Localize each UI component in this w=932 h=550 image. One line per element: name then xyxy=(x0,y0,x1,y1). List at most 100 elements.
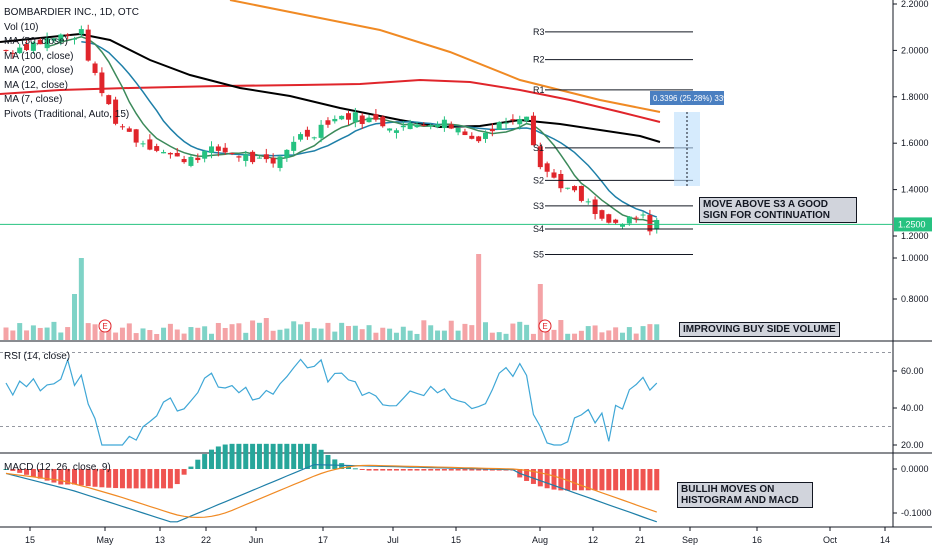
candle-body xyxy=(106,95,112,105)
volume-bar xyxy=(37,327,43,340)
candle-body xyxy=(407,122,413,130)
volume-bar xyxy=(558,320,564,340)
pivot-label-S1: S1 xyxy=(533,143,544,153)
candle-body xyxy=(99,72,105,94)
earnings-marker-icon xyxy=(538,319,552,333)
volume-bar xyxy=(441,330,447,340)
macd-histogram-bar xyxy=(393,469,399,471)
price-tick-label: 2.2000 xyxy=(901,0,929,9)
volume-bar xyxy=(517,321,523,340)
macd-histogram-bar xyxy=(606,469,612,491)
candle-body xyxy=(209,146,214,153)
macd-histogram-bar xyxy=(332,459,338,469)
candle-body xyxy=(530,115,536,146)
candle-body xyxy=(140,143,146,145)
legend-pivots: Pivots (Traditional, Auto, 15) xyxy=(4,108,130,120)
candle-body xyxy=(380,116,386,127)
macd-histogram-bar xyxy=(44,469,50,481)
volume-bar xyxy=(106,323,112,340)
time-tick-label: Oct xyxy=(823,535,838,545)
volume-bar xyxy=(476,254,482,340)
volume-bar xyxy=(277,329,283,340)
candle-body xyxy=(510,119,516,121)
candle-body xyxy=(188,156,194,166)
macd-line xyxy=(5,463,657,523)
candle-body xyxy=(44,38,50,49)
volume-bar xyxy=(496,332,502,340)
macd-histogram-bar xyxy=(99,469,105,488)
candle-body xyxy=(119,126,125,128)
macd-histogram-bar xyxy=(270,443,276,469)
volume-bar xyxy=(393,332,399,340)
candle-body xyxy=(359,115,365,124)
macd-histogram-bar xyxy=(414,469,420,471)
candle-body xyxy=(318,124,324,138)
candle-body xyxy=(585,201,591,203)
volume-bar xyxy=(256,322,262,340)
macd-histogram-bar xyxy=(133,469,139,489)
candle-body xyxy=(606,214,612,223)
volume-bar xyxy=(291,321,297,340)
legend-vol: Vol (10) xyxy=(4,21,39,33)
volume-bar xyxy=(236,323,242,340)
volume-bar xyxy=(585,326,591,340)
candle-body xyxy=(517,119,523,125)
volume-bar xyxy=(359,329,365,340)
macd-histogram-bar xyxy=(174,469,180,485)
ma12-line xyxy=(81,41,658,218)
volume-bar xyxy=(572,333,578,340)
macd-histogram-bar xyxy=(530,469,536,484)
volume-bar xyxy=(387,328,393,340)
volume-bar xyxy=(154,333,160,340)
volume-bar xyxy=(140,328,146,340)
candle-body xyxy=(469,135,475,139)
macd-histogram-bar xyxy=(209,449,214,469)
volume-bar xyxy=(298,324,304,340)
candle-body xyxy=(126,128,132,132)
candle-body xyxy=(647,215,653,232)
volume-bar xyxy=(243,332,249,340)
candle-body xyxy=(346,113,351,120)
candle-body xyxy=(304,129,310,137)
volume-bar xyxy=(10,330,16,340)
macd-histogram-bar xyxy=(613,469,619,491)
volume-bar xyxy=(284,328,290,340)
macd-histogram-bar xyxy=(85,469,91,487)
volume-bar xyxy=(222,327,228,340)
candle-body xyxy=(366,117,372,123)
volume-bar xyxy=(202,326,208,340)
current-price-tag xyxy=(894,217,932,232)
macd-histogram-bar xyxy=(30,469,36,477)
macd-histogram-bar xyxy=(565,469,571,491)
macd-histogram-bar xyxy=(585,469,591,491)
candle-body xyxy=(78,29,84,35)
volume-bar xyxy=(435,330,441,340)
current-price-label: 1.2500 xyxy=(898,219,926,229)
candle-body xyxy=(483,132,488,139)
volume-bar xyxy=(24,330,30,340)
macd-histogram-bar xyxy=(311,443,317,469)
candle-body xyxy=(291,141,297,151)
macd-histogram-bar xyxy=(140,469,146,489)
candle-body xyxy=(352,112,358,122)
macd-histogram-bar xyxy=(181,469,187,475)
candle-body xyxy=(215,146,221,151)
rsi-tick-label: 40.00 xyxy=(901,403,924,413)
macd-tick-label: -0.1000 xyxy=(901,508,932,518)
candle-body xyxy=(277,156,283,168)
volume-bar xyxy=(325,322,331,340)
legend-ma100: MA (100, close) xyxy=(4,50,74,62)
macd-histogram-bar xyxy=(243,443,249,469)
price-tick-label: 1.8000 xyxy=(901,92,929,102)
time-tick-label: Sep xyxy=(682,535,698,545)
macd-histogram-bar xyxy=(352,468,358,470)
macd-histogram-bar xyxy=(544,469,550,489)
volume-bar xyxy=(524,324,530,340)
candle-body xyxy=(332,118,338,122)
macd-histogram-bar xyxy=(106,469,112,488)
volume-bar xyxy=(613,327,619,340)
candle-body xyxy=(339,115,345,120)
volume-bar xyxy=(352,325,358,340)
volume-bar xyxy=(133,333,139,340)
